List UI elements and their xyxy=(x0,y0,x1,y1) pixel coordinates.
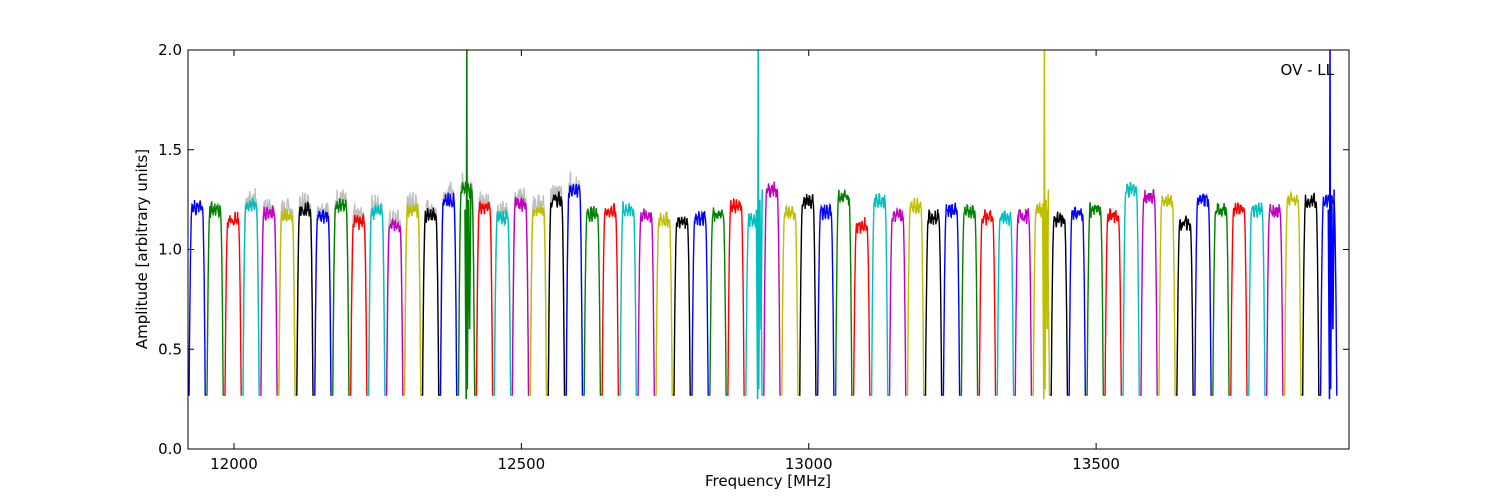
channel-series-31 xyxy=(726,197,745,396)
channel-series-55 xyxy=(1157,194,1176,396)
spike-1 xyxy=(464,50,472,400)
channel-series-61 xyxy=(1265,203,1284,396)
channel-series-11 xyxy=(367,203,386,396)
spike-4 xyxy=(1327,50,1335,400)
channel-series-43 xyxy=(942,202,961,396)
channel-series-8 xyxy=(313,209,332,396)
channel-series-33 xyxy=(762,181,781,396)
channel-series-23 xyxy=(583,205,602,396)
channel-series-52 xyxy=(1104,208,1122,396)
channel-series-4 xyxy=(241,197,260,396)
channel-series-40 xyxy=(888,206,907,396)
channel-series-21 xyxy=(547,191,566,396)
channel-series-58 xyxy=(1211,202,1230,396)
y-tick-label: 1.5 xyxy=(158,141,182,159)
x-tick-label: 13000 xyxy=(785,455,833,473)
series-layer xyxy=(188,50,1338,400)
x-tick-label: 12000 xyxy=(210,455,258,473)
channel-series-1 xyxy=(188,199,206,396)
channel-series-38 xyxy=(852,217,871,396)
channel-series-48 xyxy=(1032,201,1051,396)
channel-series-25 xyxy=(619,201,637,396)
channel-series-45 xyxy=(978,209,997,396)
channel-series-49 xyxy=(1050,211,1069,396)
channel-series-29 xyxy=(690,210,709,396)
channel-series-5 xyxy=(259,205,278,396)
channel-series-62 xyxy=(1283,190,1302,396)
channel-series-35 xyxy=(798,193,817,396)
channel-series-7 xyxy=(295,201,314,396)
channel-series-54 xyxy=(1139,189,1158,396)
channel-series-10 xyxy=(349,213,368,396)
channel-series-60 xyxy=(1247,202,1266,396)
channel-series-44 xyxy=(960,203,979,396)
channel-series-18 xyxy=(493,209,512,396)
channel-series-47 xyxy=(1014,208,1033,396)
channel-series-19 xyxy=(511,195,530,396)
y-tick-label: 0.0 xyxy=(158,440,182,458)
channel-series-20 xyxy=(529,203,548,396)
channel-series-34 xyxy=(780,204,799,396)
channel-series-17 xyxy=(475,200,494,396)
channel-series-57 xyxy=(1193,193,1212,396)
ticks-layer: 12000 12500 13000 13500 0.0 0.5 1.0 1.5 2.0 xyxy=(158,41,1349,473)
channel-series-56 xyxy=(1175,215,1194,396)
plot-annotation: OV - LL xyxy=(1281,61,1335,79)
channel-series-28 xyxy=(672,216,691,396)
channel-series-2 xyxy=(206,201,224,396)
channel-series-3 xyxy=(223,211,242,396)
x-tick-label: 13500 xyxy=(1072,455,1120,473)
channel-series-36 xyxy=(816,202,835,396)
channel-series-22 xyxy=(565,183,584,396)
channel-series-26 xyxy=(637,208,655,396)
channel-series-42 xyxy=(924,209,943,396)
spike-2 xyxy=(755,50,763,400)
y-tick-label: 0.5 xyxy=(158,340,182,358)
channel-series-41 xyxy=(906,197,925,396)
channel-series-6 xyxy=(277,207,296,396)
channel-series-53 xyxy=(1122,181,1140,396)
channel-series-13 xyxy=(403,202,422,396)
channel-series-15 xyxy=(439,192,458,396)
channel-series-39 xyxy=(870,192,889,396)
channel-series-50 xyxy=(1068,206,1087,396)
channel-series-27 xyxy=(655,211,673,396)
channel-series-46 xyxy=(996,210,1015,396)
channel-series-24 xyxy=(601,203,620,396)
channel-series-14 xyxy=(421,207,440,396)
y-axis-label: Amplitude [arbitrary units] xyxy=(133,149,151,349)
spike-3 xyxy=(1041,50,1050,400)
x-tick-label: 12500 xyxy=(497,455,545,473)
y-tick-label: 2.0 xyxy=(158,41,182,59)
channel-series-63 xyxy=(1301,192,1320,396)
channel-series-37 xyxy=(834,189,853,396)
channel-series-12 xyxy=(385,217,404,396)
channel-series-51 xyxy=(1086,202,1104,396)
x-axis-label: Frequency [MHz] xyxy=(705,472,831,490)
channel-series-30 xyxy=(708,207,727,396)
channel-series-59 xyxy=(1229,202,1248,396)
channel-series-9 xyxy=(331,198,350,396)
y-tick-label: 1.0 xyxy=(158,241,182,259)
